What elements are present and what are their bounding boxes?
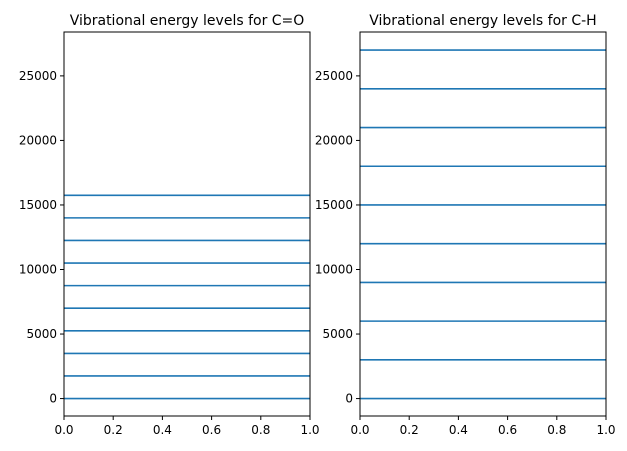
y-tick-label: 20000 [19, 133, 57, 147]
energy-levels [64, 194, 310, 400]
y-axis-ticks: 0 5000 10000 15000 20000 25000 [315, 69, 360, 406]
x-tick-label: 0.6 [202, 423, 221, 437]
x-tick-label: 0.2 [400, 423, 419, 437]
x-axis-ticks: 0.0 0.2 0.4 0.6 0.8 1.0 [54, 416, 320, 437]
y-tick-label: 10000 [19, 262, 57, 276]
x-tick-label: 0.4 [153, 423, 172, 437]
y-tick-label: 25000 [315, 69, 353, 83]
y-tick-label: 25000 [19, 69, 57, 83]
y-tick-label: 0 [345, 392, 353, 406]
y-tick-label: 15000 [19, 198, 57, 212]
y-axis-ticks: 0 5000 10000 15000 20000 25000 [19, 69, 64, 406]
x-tick-label: 0.2 [104, 423, 123, 437]
chart-panel-co: Vibrational energy levels for C=O 0 5000 1… [19, 13, 320, 437]
y-tick-label: 20000 [315, 133, 353, 147]
y-tick-label: 15000 [315, 198, 353, 212]
plot-frame [63, 31, 311, 417]
y-tick-label: 0 [49, 392, 57, 406]
chart-title: Vibrational energy levels for C=O [70, 13, 305, 29]
chart-title: Vibrational energy levels for C-H [369, 13, 596, 29]
x-axis-ticks: 0.0 0.2 0.4 0.6 0.8 1.0 [350, 416, 616, 437]
x-tick-label: 0.8 [547, 423, 566, 437]
y-tick-label: 10000 [315, 262, 353, 276]
x-tick-label: 1.0 [300, 423, 319, 437]
x-tick-label: 0.8 [251, 423, 270, 437]
x-tick-label: 0.0 [350, 423, 369, 437]
y-tick-label: 5000 [322, 327, 353, 341]
x-tick-label: 0.6 [498, 423, 517, 437]
y-tick-label: 5000 [26, 327, 57, 341]
x-tick-label: 0.4 [449, 423, 468, 437]
x-tick-label: 0.0 [54, 423, 73, 437]
energy-levels [360, 49, 606, 400]
chart-panel-ch: Vibrational energy levels for C-H 0 5000 1… [315, 13, 616, 437]
x-tick-label: 1.0 [596, 423, 615, 437]
plot-frame [359, 31, 607, 417]
